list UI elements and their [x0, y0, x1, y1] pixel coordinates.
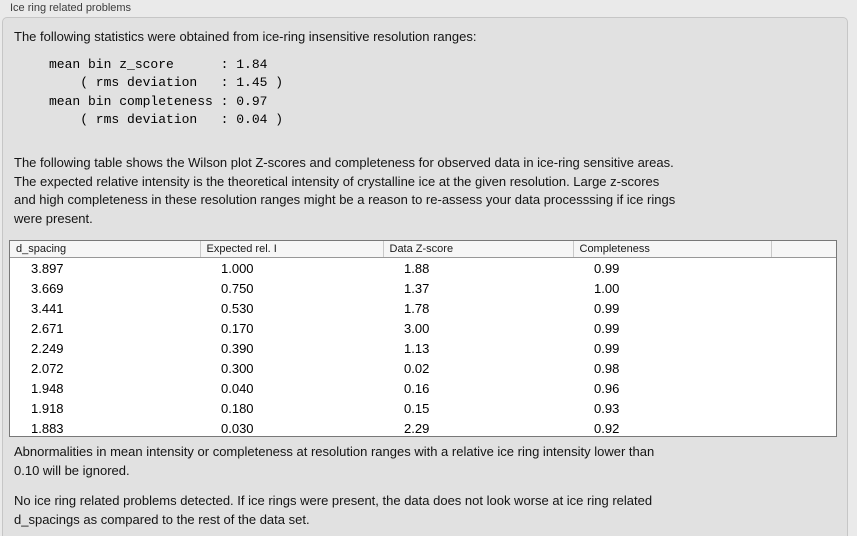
- table-cell-empty: [771, 338, 836, 358]
- table-cell[interactable]: 1.78: [404, 300, 430, 316]
- groupbox-title: Ice ring related problems: [10, 2, 132, 14]
- table-cell[interactable]: 0.300: [221, 360, 254, 376]
- table-cell[interactable]: 0.15: [404, 400, 430, 416]
- table-cell[interactable]: 1.918: [31, 400, 64, 416]
- table-cell-empty: [771, 358, 836, 378]
- table-cell-empty: [771, 258, 836, 279]
- table-cell-empty: [771, 398, 836, 418]
- table-cell[interactable]: 1.37: [404, 280, 430, 296]
- column-header[interactable]: d_spacing: [10, 241, 201, 258]
- ice-ring-data-table[interactable]: d_spacing Expected rel. I Data Z-score Comp…: [10, 241, 836, 437]
- table-cell-empty: [771, 278, 836, 298]
- statistics-block: mean bin z_score : 1.84 ( rms deviation …: [49, 57, 284, 127]
- table-cell[interactable]: 1.00: [594, 280, 620, 296]
- table-cell[interactable]: 0.040: [221, 380, 254, 396]
- table-cell[interactable]: 1.88: [404, 260, 430, 276]
- table-cell-empty: [771, 298, 836, 318]
- table-cell[interactable]: 2.29: [404, 420, 430, 436]
- table-cell[interactable]: 1.883: [31, 420, 64, 436]
- table-cell[interactable]: 0.98: [594, 360, 620, 376]
- table-row[interactable]: 1.918 0.180 0.15 0.93: [10, 398, 836, 418]
- table-cell[interactable]: 0.750: [221, 280, 254, 296]
- table-row[interactable]: 3.897 1.000 1.88 0.99: [10, 258, 836, 279]
- table-cell-empty: [771, 418, 836, 436]
- table-cell[interactable]: 0.180: [221, 400, 254, 416]
- table-cell[interactable]: 0.99: [594, 340, 620, 356]
- table-cell[interactable]: 0.99: [594, 300, 620, 316]
- intro-text: The following statistics were obtained f…: [14, 29, 477, 44]
- table-cell[interactable]: 0.99: [594, 320, 620, 336]
- column-header[interactable]: Data Z-score: [383, 241, 574, 258]
- table-row[interactable]: 3.441 0.530 1.78 0.99: [10, 298, 836, 318]
- ignore-note-text: Abnormalities in mean intensity or compl…: [14, 444, 655, 478]
- table-cell[interactable]: 0.02: [404, 360, 430, 376]
- table-cell[interactable]: 0.93: [594, 400, 620, 416]
- table-cell[interactable]: 3.00: [404, 320, 430, 336]
- table-cell[interactable]: 2.671: [31, 320, 64, 336]
- table-cell[interactable]: 0.390: [221, 340, 254, 356]
- table-cell[interactable]: 0.530: [221, 300, 254, 316]
- table-cell[interactable]: 1.000: [221, 260, 254, 276]
- column-header[interactable]: [771, 241, 836, 258]
- table-cell[interactable]: 3.441: [31, 300, 64, 316]
- column-header[interactable]: Expected rel. I: [200, 241, 384, 258]
- table-row[interactable]: 2.671 0.170 3.00 0.99: [10, 318, 836, 338]
- table-cell-empty: [771, 318, 836, 338]
- table-row[interactable]: 1.948 0.040 0.16 0.96: [10, 378, 836, 398]
- table-cell-empty: [771, 378, 836, 398]
- ice-ring-table[interactable]: d_spacing Expected rel. I Data Z-score Comp…: [9, 240, 837, 437]
- table-body: 3.897 1.000 1.88 0.99 3.669 0.750 1.37 1.00 3.44…: [10, 258, 836, 437]
- table-row[interactable]: 2.249 0.390 1.13 0.99: [10, 338, 836, 358]
- table-cell[interactable]: 3.897: [31, 260, 64, 276]
- table-row[interactable]: 1.883 0.030 2.29 0.92: [10, 418, 836, 436]
- table-cell[interactable]: 0.030: [221, 420, 254, 436]
- table-cell[interactable]: 1.948: [31, 380, 64, 396]
- table-cell[interactable]: 0.170: [221, 320, 254, 336]
- table-cell[interactable]: 0.99: [594, 260, 620, 276]
- table-row[interactable]: 2.072 0.300 0.02 0.98: [10, 358, 836, 378]
- table-cell[interactable]: 2.249: [31, 340, 64, 356]
- table-cell[interactable]: 3.669: [31, 280, 64, 296]
- table-header-row: d_spacing Expected rel. I Data Z-score Comp…: [10, 241, 836, 258]
- table-cell[interactable]: 2.072: [31, 360, 64, 376]
- table-description-text: The following table shows the Wilson plo…: [14, 155, 676, 226]
- table-cell[interactable]: 0.16: [404, 380, 430, 396]
- table-cell[interactable]: 0.96: [594, 380, 620, 396]
- conclusion-text: No ice ring related problems detected. I…: [14, 493, 653, 527]
- table-row[interactable]: 3.669 0.750 1.37 1.00: [10, 278, 836, 298]
- column-header[interactable]: Completeness: [573, 241, 772, 258]
- table-cell[interactable]: 1.13: [404, 340, 430, 356]
- table-cell[interactable]: 0.92: [594, 420, 620, 436]
